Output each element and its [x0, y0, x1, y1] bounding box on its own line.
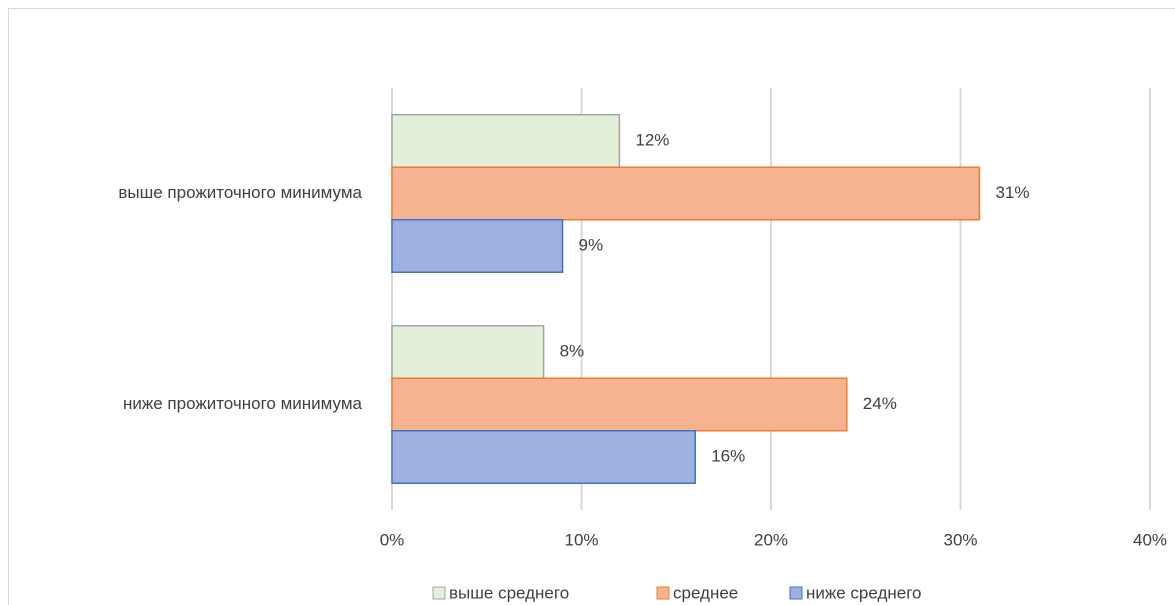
data-label: 8%	[560, 341, 585, 360]
bar	[391, 114, 621, 168]
x-tick-label: 40%	[1133, 530, 1167, 549]
chart-border	[8, 8, 1175, 605]
bar	[391, 430, 696, 484]
y-tick-label: ниже прожиточного минимума	[123, 394, 363, 413]
x-tick-label: 0%	[380, 530, 405, 549]
x-tick-label: 10%	[564, 530, 598, 549]
bar	[391, 377, 848, 432]
x-tick-label: 20%	[754, 530, 788, 549]
legend-label: выше среднего	[449, 583, 569, 602]
bar	[391, 166, 981, 221]
x-tick-label: 30%	[943, 530, 977, 549]
bar	[391, 325, 545, 379]
data-label: 9%	[579, 235, 604, 254]
data-label: 12%	[635, 130, 669, 149]
bar	[391, 219, 564, 273]
legend-swatch	[789, 586, 803, 600]
y-tick-label: выше прожиточного минимума	[118, 183, 362, 202]
legend-swatch	[432, 586, 446, 600]
data-label: 24%	[863, 394, 897, 413]
data-label: 31%	[995, 183, 1029, 202]
data-label: 16%	[711, 446, 745, 465]
legend-label: ниже среднего	[806, 583, 922, 602]
legend-swatch	[656, 586, 670, 600]
legend-label: среднее	[673, 583, 738, 602]
